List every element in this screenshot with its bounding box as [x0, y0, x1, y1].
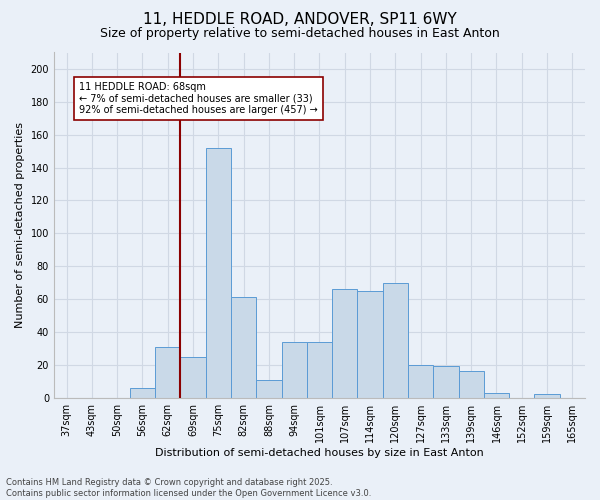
Bar	[535, 394, 560, 398]
Bar	[433, 366, 458, 398]
Bar	[307, 342, 332, 398]
Text: 11, HEDDLE ROAD, ANDOVER, SP11 6WY: 11, HEDDLE ROAD, ANDOVER, SP11 6WY	[143, 12, 457, 28]
Bar	[155, 346, 181, 398]
Text: 11 HEDDLE ROAD: 68sqm
← 7% of semi-detached houses are smaller (33)
92% of semi-: 11 HEDDLE ROAD: 68sqm ← 7% of semi-detac…	[79, 82, 318, 116]
Bar	[231, 298, 256, 398]
Text: Contains HM Land Registry data © Crown copyright and database right 2025.
Contai: Contains HM Land Registry data © Crown c…	[6, 478, 371, 498]
Bar	[484, 393, 509, 398]
Bar	[358, 291, 383, 398]
Bar	[332, 289, 358, 398]
Bar	[458, 372, 484, 398]
Text: Size of property relative to semi-detached houses in East Anton: Size of property relative to semi-detach…	[100, 28, 500, 40]
X-axis label: Distribution of semi-detached houses by size in East Anton: Distribution of semi-detached houses by …	[155, 448, 484, 458]
Bar	[256, 380, 281, 398]
Bar	[383, 282, 408, 398]
Y-axis label: Number of semi-detached properties: Number of semi-detached properties	[15, 122, 25, 328]
Bar	[281, 342, 307, 398]
Bar	[206, 148, 231, 398]
Bar	[408, 365, 433, 398]
Bar	[130, 388, 155, 398]
Bar	[181, 356, 206, 398]
